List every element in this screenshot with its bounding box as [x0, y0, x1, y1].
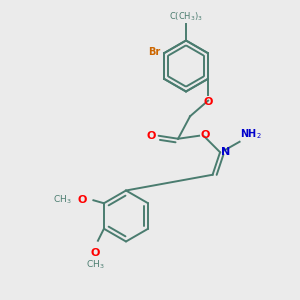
Text: O: O: [77, 195, 87, 205]
Text: C(CH$_3$)$_3$: C(CH$_3$)$_3$: [169, 11, 203, 23]
Text: NH$_2$: NH$_2$: [241, 127, 262, 141]
Text: N: N: [221, 147, 230, 157]
Text: CH$_3$: CH$_3$: [85, 259, 104, 271]
Text: O: O: [203, 97, 213, 107]
Text: CH$_3$: CH$_3$: [53, 193, 72, 206]
Text: O: O: [147, 131, 156, 141]
Text: O: O: [201, 130, 210, 140]
Text: Br: Br: [148, 47, 160, 57]
Text: O: O: [90, 248, 100, 258]
